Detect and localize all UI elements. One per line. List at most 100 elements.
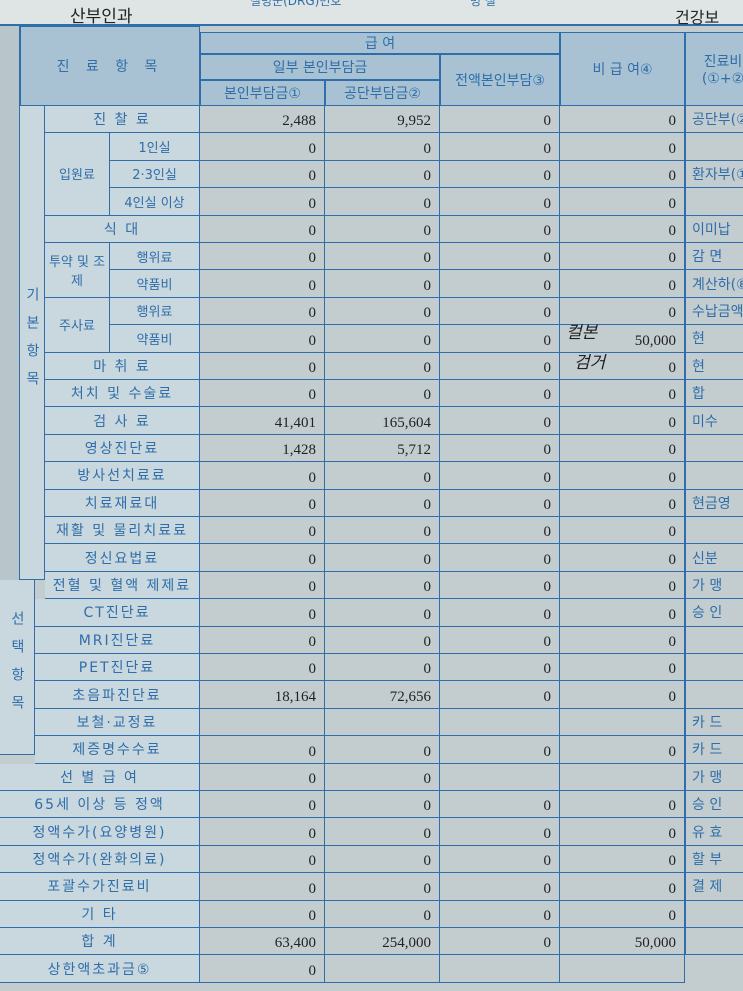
right-panel-label: 현 bbox=[685, 325, 743, 353]
right-panel-label: 합 bbox=[685, 380, 743, 408]
header-partial: 일부 본인부담금 bbox=[200, 54, 440, 80]
amount-cell: 0 bbox=[325, 133, 440, 161]
amount-cell: 0 bbox=[325, 626, 440, 654]
amount-cell: 0 bbox=[560, 106, 685, 134]
amount-cell bbox=[560, 955, 685, 983]
amount-cell: 0 bbox=[325, 654, 440, 682]
row-label: 정액수가(요양병원) bbox=[0, 818, 200, 846]
amount-cell: 0 bbox=[560, 434, 685, 463]
amount-cell: 0 bbox=[325, 571, 440, 600]
amount-cell bbox=[560, 763, 685, 791]
amount-cell: 0 bbox=[200, 544, 325, 572]
amount-cell: 0 bbox=[440, 462, 560, 490]
amount-cell: 0 bbox=[325, 325, 440, 353]
amount-cell: 0 bbox=[200, 599, 325, 627]
amount-cell: 0 bbox=[560, 900, 685, 928]
right-panel-label: 이미납 bbox=[685, 215, 743, 243]
amount-cell bbox=[440, 955, 560, 983]
amount-cell: 0 bbox=[440, 133, 560, 161]
right-panel-label: 감 면 bbox=[685, 243, 743, 271]
amount-cell: 0 bbox=[440, 544, 560, 572]
amount-cell: 0 bbox=[200, 900, 325, 928]
header-patient: 본인부담금① bbox=[200, 80, 325, 106]
amount-cell: 0 bbox=[440, 736, 560, 764]
amount-cell: 0 bbox=[440, 489, 560, 517]
right-panel-label: 계산하(⑧ bbox=[685, 270, 743, 298]
amount-cell: 0 bbox=[560, 243, 685, 271]
row-label: 행위료 bbox=[110, 243, 200, 271]
amount-cell bbox=[325, 955, 440, 983]
amount-cell: 0 bbox=[560, 873, 685, 901]
handwriting-note-2: 검거 bbox=[574, 353, 606, 373]
row-label: 치료재료대 bbox=[45, 489, 200, 517]
amount-cell: 0 bbox=[440, 928, 560, 956]
amount-cell: 0 bbox=[200, 489, 325, 517]
amount-cell: 0 bbox=[560, 215, 685, 243]
right-panel-label bbox=[685, 681, 743, 709]
amount-cell bbox=[560, 708, 685, 737]
amount-cell: 0 bbox=[325, 599, 440, 627]
right-panel-label: 승 인 bbox=[685, 599, 743, 627]
amount-cell: 72,656 bbox=[325, 681, 440, 709]
amount-cell: 0 bbox=[560, 681, 685, 709]
row-label: 처치 및 수술료 bbox=[45, 380, 200, 408]
right-panel-label bbox=[685, 434, 743, 463]
amount-cell: 0 bbox=[440, 160, 560, 189]
right-panel-label: 카 드 bbox=[685, 708, 743, 737]
right-panel-label bbox=[685, 133, 743, 161]
amount-cell: 0 bbox=[325, 270, 440, 298]
amount-cell: 0 bbox=[560, 407, 685, 435]
amount-cell: 0 bbox=[200, 380, 325, 408]
amount-cell: 0 bbox=[560, 160, 685, 189]
row-label: 영상진단료 bbox=[45, 434, 200, 463]
right-panel-label bbox=[685, 626, 743, 654]
row-label: 진 찰 료 bbox=[45, 106, 200, 134]
right-panel-label: 카 드 bbox=[685, 736, 743, 764]
amount-cell: 0 bbox=[200, 626, 325, 654]
row-label: 전혈 및 혈액 제제료 bbox=[45, 571, 200, 600]
row-label: 정액수가(완화의료) bbox=[0, 845, 200, 874]
row-label: 약품비 bbox=[110, 270, 200, 298]
amount-cell: 9,952 bbox=[325, 106, 440, 134]
right-panel-label: 할 부 bbox=[685, 845, 743, 874]
amount-cell: 0 bbox=[560, 736, 685, 764]
row-label: 약품비 bbox=[110, 325, 200, 353]
amount-cell: 0 bbox=[325, 489, 440, 517]
amount-cell: 0 bbox=[325, 215, 440, 243]
row-label: 4인실 이상 bbox=[110, 188, 200, 216]
row-label: 기 타 bbox=[0, 900, 200, 928]
row-label: CT진단료 bbox=[35, 599, 200, 627]
amount-cell: 0 bbox=[325, 517, 440, 545]
amount-cell: 0 bbox=[200, 352, 325, 380]
header-noncovered: 비 급 여④ bbox=[560, 32, 685, 106]
amount-cell: 0 bbox=[560, 599, 685, 627]
amount-cell: 0 bbox=[560, 297, 685, 326]
amount-cell: 0 bbox=[440, 681, 560, 709]
amount-cell: 0 bbox=[560, 270, 685, 298]
amount-cell: 0 bbox=[325, 791, 440, 819]
right-panel-label: 결 제 bbox=[685, 873, 743, 901]
header-full: 전액본인부담③ bbox=[440, 54, 560, 106]
right-panel-label: 현금영 bbox=[685, 489, 743, 517]
amount-cell: 18,164 bbox=[200, 681, 325, 709]
amount-cell: 0 bbox=[440, 654, 560, 682]
row-group-label: 투약 및 조제 bbox=[45, 243, 110, 298]
group-basic: 기본항목 bbox=[20, 106, 45, 580]
right-panel-label: 공단부(② bbox=[685, 106, 743, 134]
right-panel-label: 승 인 bbox=[685, 791, 743, 819]
amount-cell: 254,000 bbox=[325, 928, 440, 956]
amount-cell: 0 bbox=[440, 297, 560, 326]
handwriting-note-1: 컬본 bbox=[566, 323, 598, 343]
row-label: MRI진단료 bbox=[35, 626, 200, 654]
amount-cell: 0 bbox=[440, 571, 560, 600]
amount-cell: 0 bbox=[200, 955, 325, 983]
amount-cell: 2,488 bbox=[200, 106, 325, 134]
amount-cell: 0 bbox=[440, 599, 560, 627]
amount-cell bbox=[440, 763, 560, 791]
right-panel-label: 미수 bbox=[685, 407, 743, 435]
amount-cell: 1,428 bbox=[200, 434, 325, 463]
right-panel-label bbox=[685, 462, 743, 490]
amount-cell: 0 bbox=[200, 818, 325, 846]
amount-cell: 63,400 bbox=[200, 928, 325, 956]
amount-cell: 0 bbox=[440, 352, 560, 380]
